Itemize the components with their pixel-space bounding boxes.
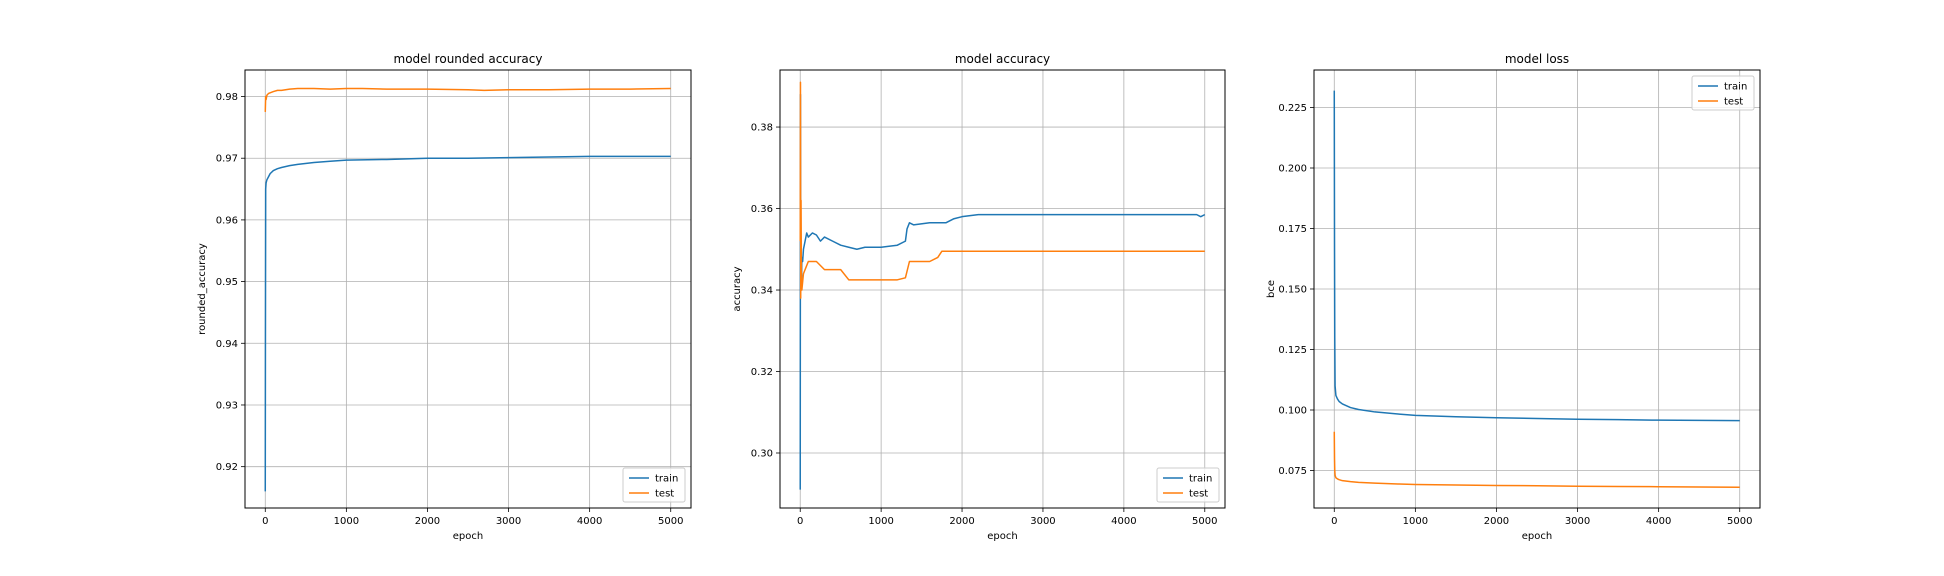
series-line-train (264, 155, 671, 492)
chart-panel-2: 0 1000 2000 3000 4000 5000 0.30 0.32 0.34 0.36 0.3… (732, 52, 1226, 542)
legend: train test (1691, 75, 1755, 111)
x-tick-label: 5000 (1727, 516, 1752, 527)
y-tick-label: 0.36 (751, 204, 773, 215)
y-tick-label: 0.97 (216, 154, 238, 165)
y-tick-label: 0.96 (216, 215, 238, 226)
x-tick-label: 3000 (1565, 516, 1590, 527)
legend-label-test: test (1189, 489, 1208, 500)
x-tick-label: 1000 (334, 516, 359, 527)
legend-label-train: train (1724, 82, 1747, 93)
x-axis-label: epoch (987, 531, 1017, 542)
y-axis-label: accuracy (732, 266, 743, 311)
chart-title: model accuracy (955, 52, 1050, 66)
x-tick-label: 2000 (1484, 516, 1509, 527)
x-tick-label: 2000 (949, 516, 974, 527)
x-tick-label: 4000 (577, 516, 602, 527)
y-tick-label: 0.94 (216, 339, 238, 350)
series-line-train (799, 93, 1206, 490)
legend-label-train: train (1189, 474, 1212, 485)
x-tick-label: 0 (1331, 516, 1337, 527)
x-tick-label: 4000 (1646, 516, 1671, 527)
chart-title: model loss (1505, 52, 1569, 66)
axes-frame (244, 69, 692, 509)
x-tick-label: 3000 (496, 516, 521, 527)
y-tick-label: 0.200 (1278, 164, 1307, 175)
legend: train test (1156, 467, 1220, 503)
x-tick-label: 1000 (868, 516, 893, 527)
chart-panel-3: 0 1000 2000 3000 4000 5000 0.075 0.100 0.125 0.15… (1266, 52, 1761, 542)
chart-panel-1: 0 1000 2000 3000 4000 5000 0.92 0.93 0.94 0.95 0.9… (197, 52, 692, 542)
y-tick-label: 0.98 (216, 92, 238, 103)
y-axis-label: bce (1266, 280, 1277, 298)
legend-label-test: test (655, 489, 674, 500)
x-tick-label: 1000 (1403, 516, 1428, 527)
y-tick-label: 0.92 (216, 462, 238, 473)
x-tick-label: 4000 (1111, 516, 1136, 527)
series-line-test (1333, 431, 1740, 488)
series-line-test (799, 81, 1205, 299)
y-tick-label: 0.30 (751, 448, 773, 459)
x-tick-label: 0 (797, 516, 803, 527)
chart-title: model rounded accuracy (394, 52, 543, 66)
x-tick-label: 5000 (658, 516, 683, 527)
x-axis-label: epoch (453, 531, 483, 542)
x-tick-label: 5000 (1192, 516, 1217, 527)
y-tick-label: 0.125 (1278, 345, 1307, 356)
y-tick-label: 0.38 (751, 123, 773, 134)
legend-label-train: train (655, 474, 678, 485)
y-tick-label: 0.100 (1278, 405, 1307, 416)
y-tick-label: 0.32 (751, 367, 773, 378)
x-tick-label: 3000 (1030, 516, 1055, 527)
y-tick-label: 0.150 (1278, 285, 1307, 296)
x-axis-label: epoch (1522, 531, 1552, 542)
legend-label-test: test (1724, 97, 1743, 108)
x-tick-label: 2000 (415, 516, 440, 527)
y-tick-label: 0.34 (751, 286, 773, 297)
y-tick-label: 0.95 (216, 277, 238, 288)
legend: train test (622, 467, 686, 503)
axes-frame (779, 69, 1226, 509)
series-line-test (264, 87, 671, 112)
y-tick-label: 0.93 (216, 400, 238, 411)
series-line-train (1333, 90, 1740, 422)
y-tick-label: 0.175 (1278, 224, 1307, 235)
y-tick-label: 0.225 (1278, 103, 1307, 114)
y-tick-label: 0.075 (1278, 466, 1307, 477)
x-tick-label: 0 (262, 516, 268, 527)
y-axis-label: rounded_accuracy (197, 243, 208, 335)
